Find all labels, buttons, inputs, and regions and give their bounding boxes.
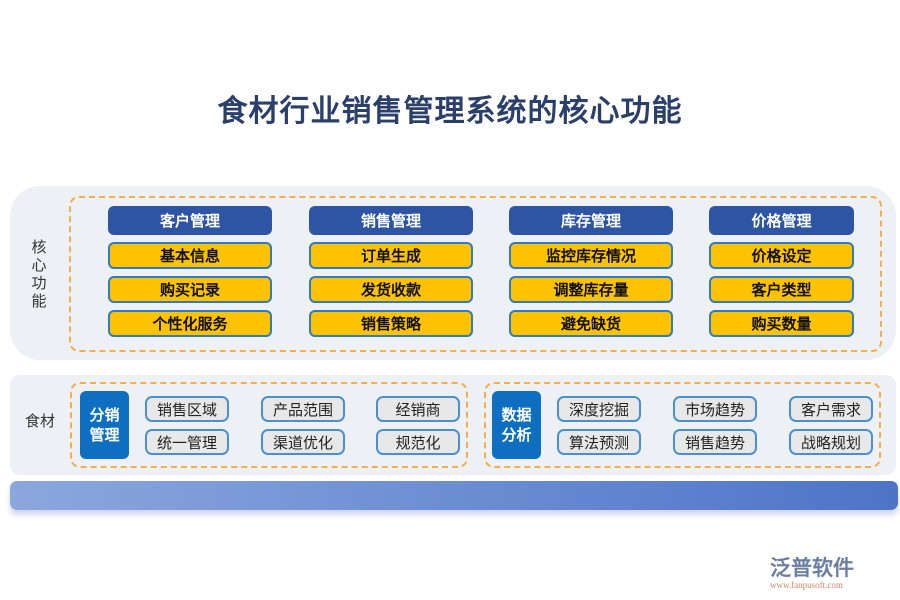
feature-item: 销售区域 — [145, 396, 229, 422]
feature-item: 客户需求 — [789, 396, 873, 422]
function-item: 个性化服务 — [108, 310, 272, 337]
page-title: 食材行业销售管理系统的核心功能 — [217, 94, 683, 129]
function-item: 发货收款 — [309, 276, 473, 303]
feature-item: 销售趋势 — [673, 429, 757, 455]
function-item: 购买数量 — [709, 310, 854, 337]
logo: 泛普软件 — [770, 556, 854, 580]
feature-item: 深度挖掘 — [557, 396, 641, 422]
function-item: 购买记录 — [108, 276, 272, 303]
logo-url: www.fanpusoft.com — [770, 580, 843, 590]
core-functions-label: 核心功能 — [31, 238, 47, 310]
group-title: 分销管理 — [80, 391, 129, 459]
group-title: 数据分析 — [492, 391, 541, 459]
analysis-frame — [484, 382, 881, 468]
function-item: 避免缺货 — [509, 310, 673, 337]
feature-item: 经销商 — [376, 396, 460, 422]
function-item: 调整库存量 — [509, 276, 673, 303]
function-item: 监控库存情况 — [509, 242, 673, 269]
distribution-frame — [70, 382, 468, 468]
column-header: 库存管理 — [509, 206, 673, 235]
feature-item: 统一管理 — [145, 429, 229, 455]
base-bar — [10, 481, 898, 510]
function-item: 销售策略 — [309, 310, 473, 337]
feature-item: 市场趋势 — [673, 396, 757, 422]
function-item: 基本信息 — [108, 242, 272, 269]
column-header: 客户管理 — [108, 206, 272, 235]
feature-item: 规范化 — [376, 429, 460, 455]
column-header: 销售管理 — [309, 206, 473, 235]
core-functions-frame — [69, 196, 882, 352]
feature-item: 产品范围 — [261, 396, 345, 422]
function-item: 客户类型 — [709, 276, 854, 303]
function-item: 价格设定 — [709, 242, 854, 269]
feature-item: 渠道优化 — [261, 429, 345, 455]
function-item: 订单生成 — [309, 242, 473, 269]
feature-item: 战略规划 — [789, 429, 873, 455]
feature-item: 算法预测 — [557, 429, 641, 455]
food-panel — [10, 375, 896, 475]
food-label: 食材 — [24, 412, 55, 430]
column-header: 价格管理 — [709, 206, 854, 235]
